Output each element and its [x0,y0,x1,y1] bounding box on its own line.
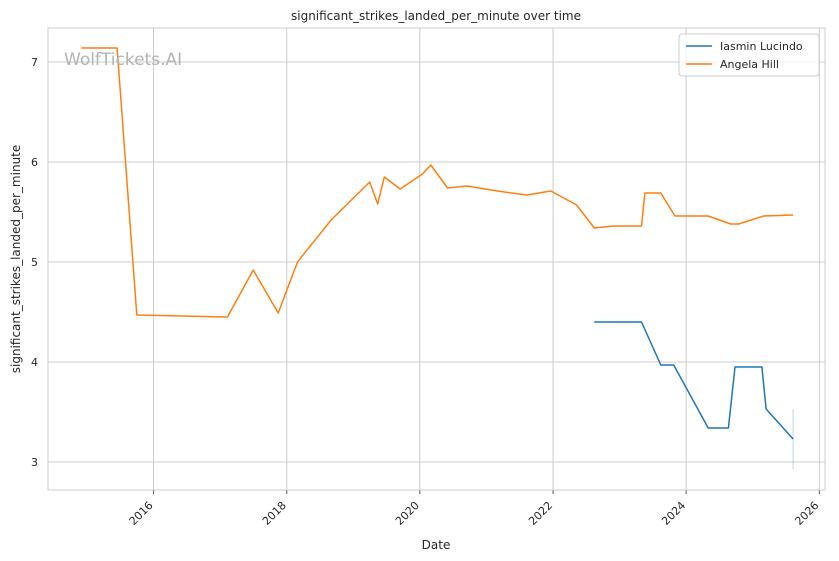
y-tick-label: 5 [31,256,38,269]
chart-title: significant_strikes_landed_per_minute ov… [291,9,581,23]
plot-frame [47,27,826,491]
y-tick-label: 4 [31,356,38,369]
x-axis-label: Date [422,538,451,552]
y-axis-label: significant_strikes_landed_per_minute [9,145,23,374]
y-tick-label: 7 [31,56,38,69]
series-line-iasmin-lucindo [594,321,794,440]
legend-label: Angela Hill [720,58,779,71]
x-tick-label: 2018 [260,499,289,528]
x-tick-label: 2024 [659,499,688,528]
grid-lines [48,28,825,490]
watermark: WolfTickets.AI [64,50,182,70]
y-tick-label: 6 [31,156,38,169]
series-lines [81,47,794,440]
legend-label: Iasmin Lucindo [720,40,803,53]
y-tick-label: 3 [31,456,38,469]
plot-background [48,28,825,490]
legend: Iasmin Lucindo Angela Hill [678,33,820,77]
legend-box [678,33,820,77]
x-tick-label: 2022 [526,499,555,528]
x-tick-label: 2026 [792,499,821,528]
series-line-angela-hill [81,47,794,318]
x-tick-label: 2020 [393,499,422,528]
x-tick-label: 2016 [127,499,156,528]
